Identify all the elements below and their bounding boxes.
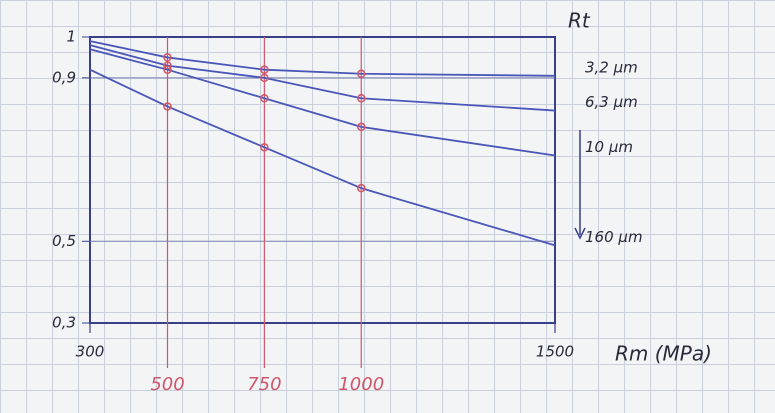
x-tick-label: 1000: [338, 374, 384, 395]
x-axis-label: Rm (MPa): [615, 342, 712, 366]
x-tick-label: 750: [247, 374, 281, 395]
y-tick-label: 0,5: [52, 232, 76, 250]
x-tick-label: 1500: [536, 343, 574, 361]
legend-label: 3,2 µm: [585, 58, 638, 76]
x-tick-label: 300: [76, 343, 105, 361]
y-tick-label: 0,9: [52, 68, 76, 86]
page: {"chart_data": {"type": "line", "x_label…: [0, 0, 775, 413]
y-tick-label: 0,3: [52, 314, 76, 332]
chart: Rt Rm (MPa) 1 0,9 0,5 0,3300 500 750 1000 1500 3…: [0, 0, 775, 413]
legend-label: 10 µm: [585, 138, 633, 156]
legend-label: 160 µm: [585, 228, 643, 246]
x-tick-label: 500: [150, 374, 184, 395]
series-line: [90, 70, 555, 246]
y-tick-label: 1: [66, 28, 76, 46]
series-line: [90, 41, 555, 76]
y-axis-label: Rt: [568, 9, 591, 33]
legend-label: 6,3 µm: [585, 93, 638, 111]
plot-frame: [90, 37, 555, 323]
